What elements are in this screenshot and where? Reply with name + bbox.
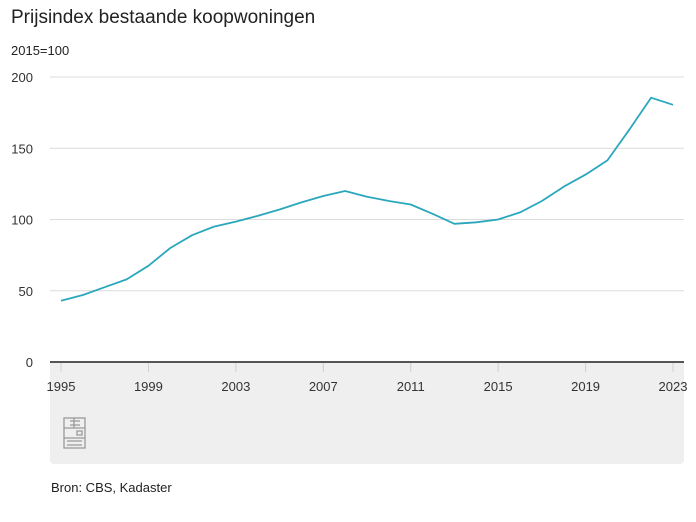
x-tick-label: 2023 [659,379,688,394]
y-tick-label: 200 [11,70,33,85]
y-tick-label: 100 [11,213,33,228]
x-tick-label: 2019 [571,379,600,394]
x-tick-label: 2007 [309,379,338,394]
x-tick-label: 2003 [221,379,250,394]
chart-title: Prijsindex bestaande koopwoningen [11,7,316,28]
cbs-logo-icon [63,417,86,449]
y-tick-label: 150 [11,141,33,156]
series-line [60,96,674,302]
source-note: Bron: CBS, Kadaster [51,480,172,495]
x-tick-label: 2015 [484,379,513,394]
data-points [61,98,673,301]
x-axis-panel [50,362,684,464]
x-tick-label: 2011 [397,379,425,394]
y-tick-label: 0 [26,355,33,370]
x-tick-label: 1995 [47,379,76,394]
y-tick-label: 50 [19,284,33,299]
y-axis-unit: 2015=100 [11,43,70,58]
x-tick-label: 1999 [134,379,163,394]
